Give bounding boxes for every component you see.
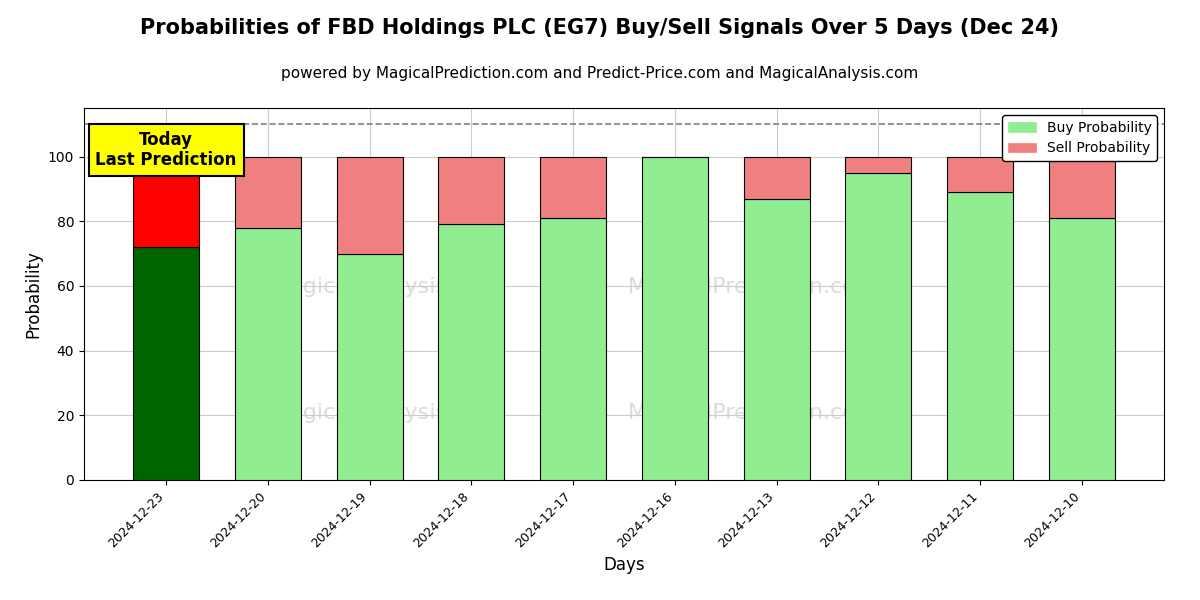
Text: MagicalAnalysis.com: MagicalAnalysis.com: [270, 277, 503, 296]
Bar: [336, 157, 403, 254]
Bar: [438, 157, 504, 224]
Text: MagicalPrediction.com: MagicalPrediction.com: [629, 277, 878, 296]
Legend: Buy Probability, Sell Probability: Buy Probability, Sell Probability: [1002, 115, 1157, 161]
X-axis label: Days: Days: [604, 556, 644, 574]
Bar: [845, 173, 912, 480]
Text: powered by MagicalPrediction.com and Predict-Price.com and MagicalAnalysis.com: powered by MagicalPrediction.com and Pre…: [281, 66, 919, 81]
Bar: [133, 157, 199, 247]
Text: Probabilities of FBD Holdings PLC (EG7) Buy/Sell Signals Over 5 Days (Dec 24): Probabilities of FBD Holdings PLC (EG7) …: [140, 18, 1060, 38]
Bar: [845, 157, 912, 173]
Bar: [744, 199, 810, 480]
Y-axis label: Probability: Probability: [24, 250, 42, 338]
Text: MagicalPrediction.com: MagicalPrediction.com: [629, 403, 878, 423]
Bar: [947, 157, 1013, 192]
Bar: [336, 254, 403, 480]
Bar: [235, 227, 301, 480]
Bar: [642, 157, 708, 480]
Bar: [540, 157, 606, 218]
Bar: [540, 218, 606, 480]
Text: MagicalAnalysis.com: MagicalAnalysis.com: [270, 403, 503, 423]
Text: Today
Last Prediction: Today Last Prediction: [96, 131, 236, 169]
Bar: [1049, 157, 1115, 218]
Bar: [438, 224, 504, 480]
Bar: [133, 247, 199, 480]
Bar: [744, 157, 810, 199]
Bar: [947, 192, 1013, 480]
Bar: [235, 157, 301, 227]
Bar: [1049, 218, 1115, 480]
